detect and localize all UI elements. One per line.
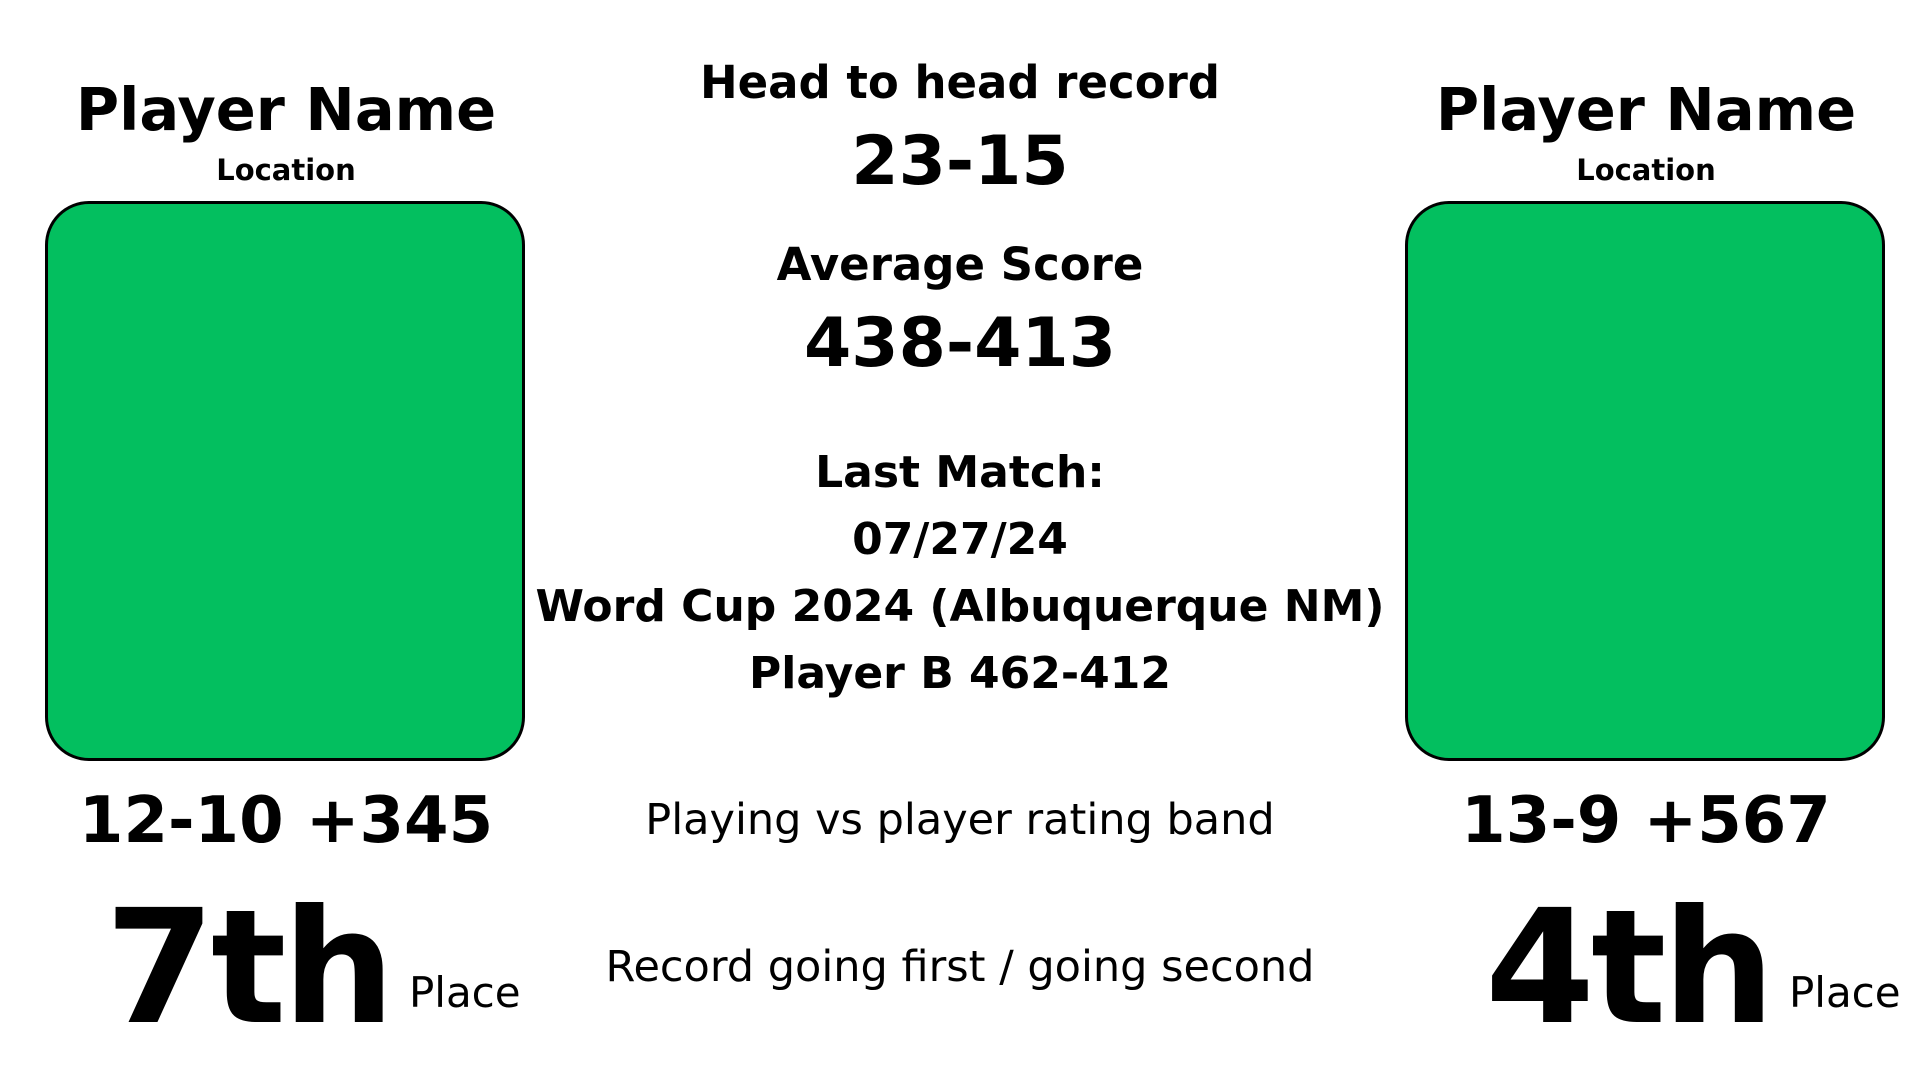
left-place-label: Place: [408, 968, 521, 1017]
right-player-photo: [1405, 201, 1885, 761]
left-player-photo: [45, 201, 525, 761]
head-to-head-value: 23-15: [851, 122, 1069, 201]
rating-band-text: Playing vs player rating band: [645, 795, 1275, 845]
right-player-location: Location: [1576, 153, 1716, 187]
right-player-place: 4th Place: [1485, 876, 1901, 1060]
last-match-event: Word Cup 2024 (Albuquerque NM): [535, 581, 1385, 632]
last-match-date: 07/27/24: [852, 514, 1068, 565]
right-place-label: Place: [1788, 968, 1901, 1017]
average-score-value: 438-413: [803, 304, 1117, 383]
average-score-label: Average Score: [776, 238, 1144, 291]
last-match-label: Last Match:: [815, 447, 1105, 498]
left-player-name: Player Name: [75, 75, 497, 144]
left-player-record: 12-10 +345: [78, 784, 494, 858]
right-place-number: 4th: [1485, 876, 1775, 1060]
left-player-location: Location: [216, 153, 356, 187]
left-player-place: 7th Place: [105, 876, 521, 1060]
last-match-result: Player B 462-412: [748, 648, 1172, 699]
left-place-number: 7th: [105, 876, 395, 1060]
first-second-record-text: Record going first / going second: [605, 942, 1315, 992]
right-player-record: 13-9 +567: [1461, 784, 1831, 858]
head-to-head-label: Head to head record: [699, 56, 1221, 109]
right-player-name: Player Name: [1435, 75, 1857, 144]
